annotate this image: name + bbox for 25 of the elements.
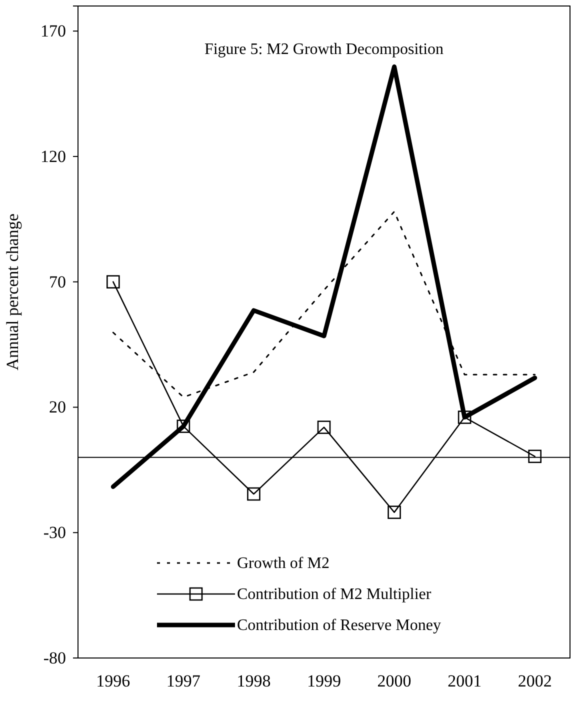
x-tick-label: 2000	[377, 672, 412, 690]
x-tick-label: 1996	[96, 672, 130, 690]
point	[106, 275, 120, 288]
x-tick-label: 1998	[236, 672, 271, 690]
point	[317, 420, 331, 434]
y-axis-title: Annual percent change	[3, 214, 22, 370]
y-tick-label: 70	[49, 272, 66, 292]
legend-label: Growth of M2	[237, 555, 330, 572]
point	[528, 450, 542, 464]
x-tick-label: 2001	[448, 672, 482, 690]
point	[388, 506, 401, 519]
legend-label: Contribution of Reserve Money	[237, 617, 441, 634]
y-tick-label: 120	[40, 146, 66, 166]
x-tick-label: 1997	[166, 672, 201, 690]
text: Figure 5: M2 Growth Decomposition	[204, 41, 444, 58]
y-tick-label: -80	[43, 648, 66, 668]
legend-label: Contribution of M2 Multiplier	[237, 586, 432, 603]
point	[176, 420, 190, 433]
y-tick-label: -30	[43, 523, 66, 542]
x-tick-label: 1999	[307, 672, 341, 690]
x-tick-label: 2002	[518, 672, 552, 690]
y-tick-label: 20	[49, 398, 66, 417]
point	[247, 487, 260, 501]
point	[458, 410, 472, 424]
y-tick-label: 170	[40, 22, 66, 41]
